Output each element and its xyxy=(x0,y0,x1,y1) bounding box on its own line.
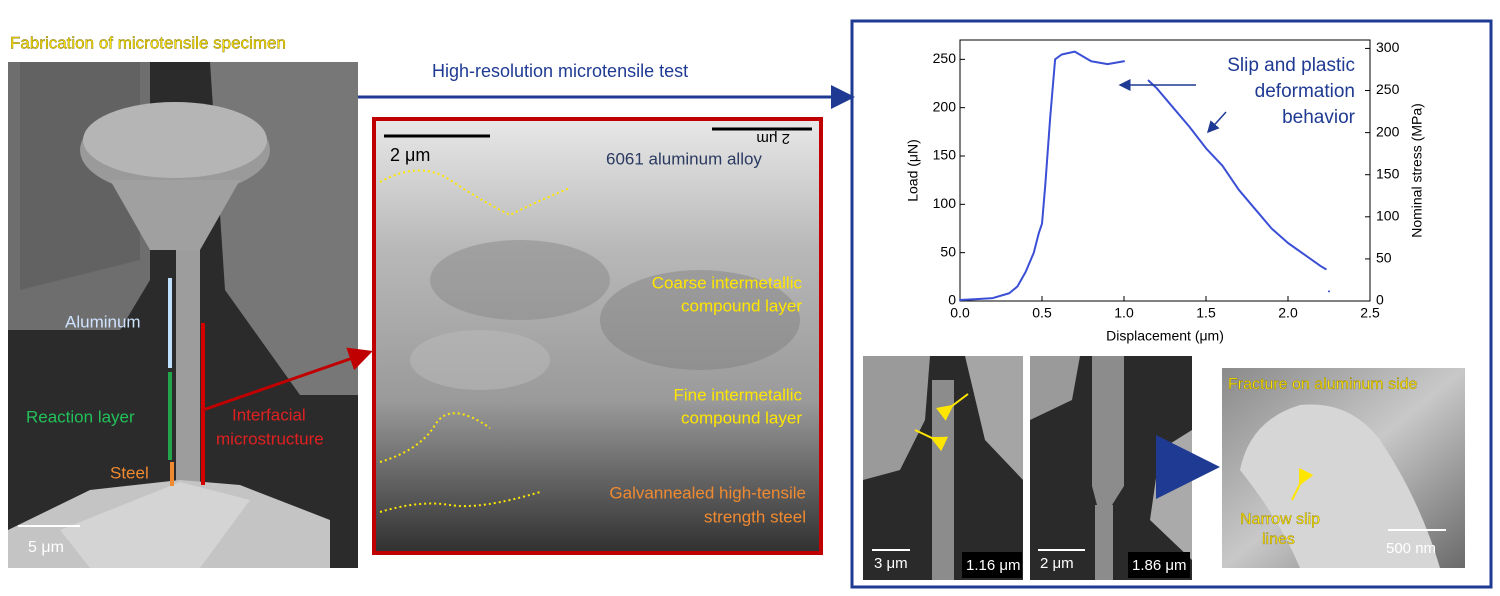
layer-label: Fine intermetallic xyxy=(674,385,803,404)
layer-label: 6061 aluminum alloy xyxy=(606,149,762,168)
y-axis-label: Load (μN) xyxy=(905,139,921,202)
y-tick-label: 150 xyxy=(933,147,957,163)
fracture-annotation: lines xyxy=(1262,531,1295,548)
y2-tick-label: 50 xyxy=(1376,250,1392,266)
y2-tick-label: 200 xyxy=(1376,123,1400,139)
microstructure-image xyxy=(372,117,823,555)
y2-tick-label: 0 xyxy=(1376,292,1384,308)
y2-tick-label: 300 xyxy=(1376,39,1400,55)
displacement-label: 1.86 μm xyxy=(1132,557,1187,574)
y-tick-label: 100 xyxy=(933,195,957,211)
annotation-arrow xyxy=(1206,111,1227,134)
plot-frame xyxy=(959,39,1371,302)
result-frame xyxy=(850,19,1493,589)
x-tick-label: 1.0 xyxy=(1114,305,1134,321)
y2-axis-label: Nominal stress (MPa) xyxy=(1409,103,1425,238)
chart: 0.0 0.5 1.0 1.5 2.0 2.50501001502002500501001… xyxy=(905,39,1425,344)
reaction-label: Reaction layer xyxy=(26,407,135,426)
fracture-title: Fracture on aluminum side xyxy=(1228,376,1418,393)
x-axis-label: Displacement (μm) xyxy=(1106,328,1224,344)
y-tick-label: 200 xyxy=(933,98,957,114)
load-curve xyxy=(959,50,1331,302)
y-tick-label: 250 xyxy=(933,50,957,66)
scale-label: 2 μm xyxy=(390,145,430,165)
x-tick-label: 2.0 xyxy=(1278,305,1298,321)
annotation: behavior xyxy=(1282,107,1356,128)
scale-label: 2 μm xyxy=(1040,555,1074,572)
annotation: Slip and plastic xyxy=(1227,55,1355,76)
y2-tick-label: 100 xyxy=(1376,208,1400,224)
scale-label: 500 nm xyxy=(1386,540,1436,557)
y2-tick-label: 150 xyxy=(1376,165,1400,181)
x-tick-label: 2.5 xyxy=(1360,305,1380,321)
aluminum-label: Aluminum xyxy=(65,312,141,331)
interfacial-label: microstructure xyxy=(216,429,324,448)
scale-label: 5 μm xyxy=(28,539,64,556)
layer-label: Coarse intermetallic xyxy=(652,273,803,292)
x-tick-label: 1.5 xyxy=(1196,305,1216,321)
y2-tick-label: 250 xyxy=(1376,81,1400,97)
steel-label: Steel xyxy=(110,463,149,482)
y-tick-label: 50 xyxy=(940,243,956,259)
annotation: deformation xyxy=(1255,81,1355,102)
interfacial-label: Interfacial xyxy=(232,405,306,424)
y-tick-label: 0 xyxy=(948,292,956,308)
x-tick-label: 0.0 xyxy=(950,305,970,321)
layer-label: compound layer xyxy=(681,296,802,315)
test-label: High-resolution microtensile test xyxy=(432,61,688,81)
layer-label: Galvannealed high-tensile xyxy=(609,483,806,502)
scale-label: 3 μm xyxy=(874,555,908,572)
specimen-image xyxy=(8,62,373,568)
scale-label-mirrored: 2 μm xyxy=(756,130,790,147)
x-tick-label: 0.5 xyxy=(1032,305,1052,321)
frame-images xyxy=(863,356,1465,580)
figure-title: Fabrication of microtensile specimen xyxy=(10,33,286,52)
displacement-label: 1.16 μm xyxy=(966,557,1021,574)
fracture-annotation: Narrow slip xyxy=(1240,511,1320,528)
layer-label: compound layer xyxy=(681,408,802,427)
layer-label: strength steel xyxy=(704,507,806,526)
